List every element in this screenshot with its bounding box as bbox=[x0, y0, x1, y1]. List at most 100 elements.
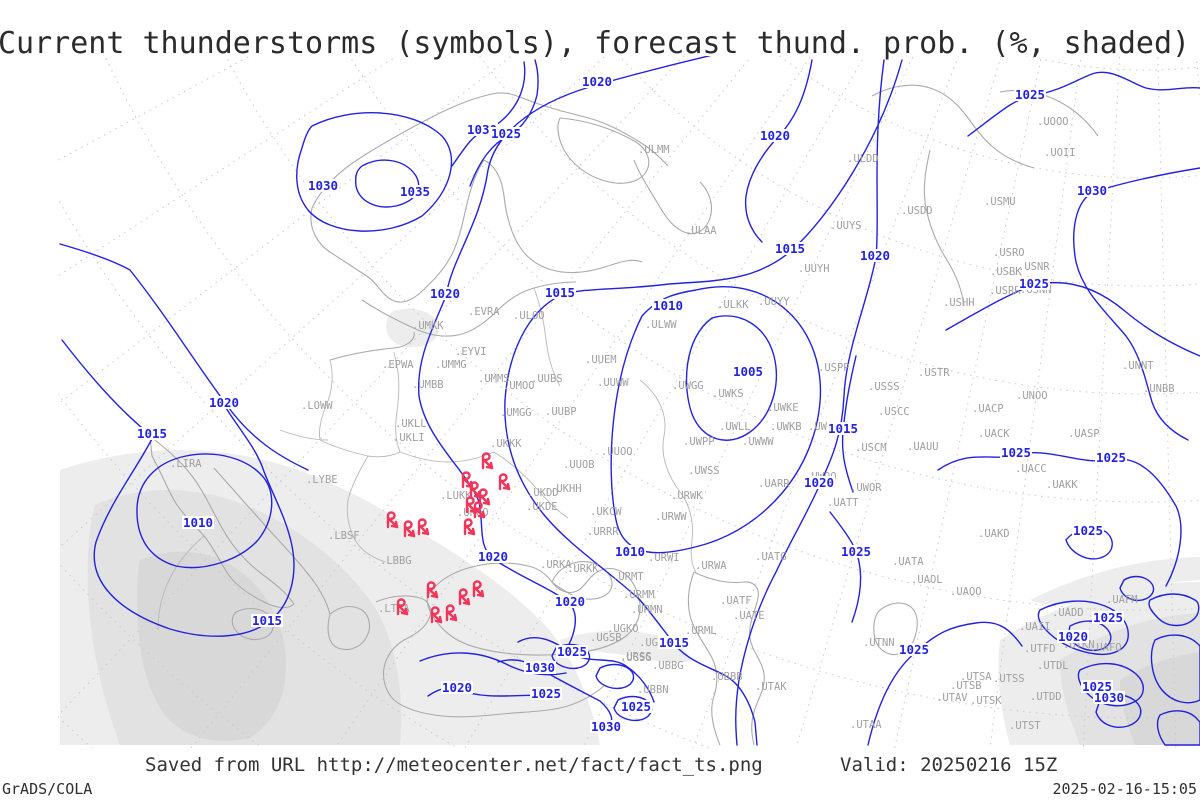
station-code-label: .UBBG bbox=[652, 660, 684, 672]
station-code-label: .UKHH bbox=[550, 483, 582, 495]
isobar-value-label: 1025 bbox=[491, 126, 521, 141]
country-border bbox=[533, 287, 561, 387]
isobar-contour bbox=[967, 71, 1200, 137]
station-code-label: .ULMM bbox=[638, 144, 670, 156]
isobar-label-halo bbox=[1072, 524, 1104, 537]
graticule-parallel bbox=[779, 56, 1200, 179]
thunderstorm-symbol bbox=[426, 581, 439, 599]
station-code-label: .URMT bbox=[612, 571, 644, 583]
isobar-contour bbox=[744, 59, 813, 243]
isobar-label-halo bbox=[554, 595, 586, 608]
station-code-label: .URML bbox=[685, 625, 717, 637]
station-code-label: .UTSB bbox=[950, 680, 982, 692]
isobar-value-label: 1020 bbox=[209, 395, 239, 410]
isobar-contour bbox=[610, 285, 822, 554]
isobar-value-label: 1010 bbox=[653, 298, 683, 313]
thunderstorm-symbol bbox=[430, 606, 443, 624]
graticule-meridian bbox=[190, 56, 753, 748]
station-code-label: .UKKK bbox=[490, 438, 522, 450]
graticule-parallel bbox=[349, 56, 1200, 503]
isobar-label-halo bbox=[1095, 451, 1127, 464]
station-code-label: .UUYY bbox=[758, 296, 790, 308]
thunder-probability-shading bbox=[137, 551, 286, 741]
station-code-label: .UWGG bbox=[672, 380, 704, 392]
country-border bbox=[346, 455, 387, 563]
station-code-label: .UATT bbox=[827, 497, 859, 509]
station-code-label: .UMMG bbox=[435, 359, 467, 371]
isobar-value-label: 1020 bbox=[430, 286, 460, 301]
station-code-label: .UWPP bbox=[683, 436, 715, 448]
station-code-label: .UAFM bbox=[1106, 594, 1138, 606]
station-code-label: .URMN bbox=[631, 604, 663, 616]
isobar-label-halo bbox=[590, 720, 622, 733]
thunderstorm-symbol bbox=[396, 598, 409, 616]
station-code-label: .UBBB bbox=[711, 671, 743, 683]
coastline bbox=[483, 159, 643, 274]
station-code-label: .UWOR bbox=[850, 482, 882, 494]
station-code-label: .UGSB bbox=[590, 632, 622, 644]
station-code-label: .UTAV bbox=[936, 692, 968, 704]
coastline bbox=[375, 595, 605, 718]
station-code-label: .UWSS bbox=[688, 465, 720, 477]
isobar-contour bbox=[59, 243, 309, 471]
isobar-value-label: 1030 bbox=[1094, 690, 1124, 705]
station-code-label: .UTDD bbox=[1030, 691, 1062, 703]
station-code-label: .USNR bbox=[1018, 261, 1050, 273]
station-code-label: .USRO bbox=[993, 247, 1025, 259]
isobar-label-halo bbox=[208, 396, 240, 409]
isobar-label-halo bbox=[620, 700, 652, 713]
isobar-contour bbox=[945, 281, 1200, 357]
isobar-label-halo bbox=[490, 127, 522, 140]
station-code-label: .UAKD bbox=[978, 528, 1010, 540]
station-code-label: .USDD bbox=[901, 205, 933, 217]
station-code-label: .URRR bbox=[587, 526, 619, 538]
thunder-probability-shading bbox=[1120, 652, 1200, 745]
station-code-label: .UATG bbox=[755, 551, 787, 563]
station-code-label: .UACP bbox=[972, 403, 1004, 415]
isobar-label-halo bbox=[759, 129, 791, 142]
coastline bbox=[557, 117, 650, 184]
isobar-value-label: 1025 bbox=[1082, 679, 1112, 694]
isobar-value-label: 1020 bbox=[442, 680, 472, 695]
isobar-label-halo bbox=[1000, 446, 1032, 459]
station-code-label: .UAII bbox=[1019, 621, 1051, 633]
isobar-label-halo bbox=[524, 661, 556, 674]
station-code-label: .UWWW bbox=[742, 436, 774, 448]
station-code-label: .UNOO bbox=[1016, 390, 1048, 402]
isobar-contour bbox=[829, 511, 862, 623]
station-code-label: .UWLL bbox=[719, 421, 751, 433]
thunderstorm-symbol bbox=[458, 588, 471, 606]
isobar-value-label: 1025 bbox=[841, 544, 871, 559]
country-border bbox=[393, 351, 401, 453]
coastline bbox=[310, 159, 485, 303]
graticule-meridian bbox=[58, 56, 685, 717]
station-code-label: .UUBP bbox=[545, 406, 577, 418]
isobar-label-halo bbox=[581, 75, 613, 88]
station-code-label: .UGKO bbox=[607, 623, 639, 635]
station-code-label: .UTSK bbox=[970, 695, 1002, 707]
coastline bbox=[687, 571, 721, 746]
isobar-value-label: 1015 bbox=[137, 426, 167, 441]
graticule-meridian bbox=[1157, 56, 1177, 748]
isobar-value-label: 1025 bbox=[1096, 450, 1126, 465]
thunderstorm-symbol bbox=[498, 473, 511, 491]
isobar-contour bbox=[551, 643, 591, 670]
station-code-label: .ULAA bbox=[685, 225, 717, 237]
isobar-label-halo bbox=[840, 545, 872, 558]
isobar-value-label: 1025 bbox=[1015, 87, 1045, 102]
station-code-label: .URWI bbox=[648, 552, 680, 564]
graticule-meridian bbox=[894, 56, 1043, 748]
station-code-label: .USMU bbox=[984, 196, 1016, 208]
station-code-label: .UUYS bbox=[830, 220, 862, 232]
coastline bbox=[329, 331, 415, 361]
thunderstorm-symbol bbox=[481, 452, 494, 470]
station-code-label: .USCM bbox=[855, 442, 887, 454]
station-code-label: .ULWW bbox=[645, 319, 677, 331]
station-code-label: .UMOO bbox=[503, 380, 535, 392]
graticule-meridian bbox=[989, 56, 1082, 748]
station-code-label: .UTAA bbox=[850, 719, 882, 731]
country-border bbox=[399, 451, 495, 463]
isobar-value-label: 1030 bbox=[467, 122, 497, 137]
